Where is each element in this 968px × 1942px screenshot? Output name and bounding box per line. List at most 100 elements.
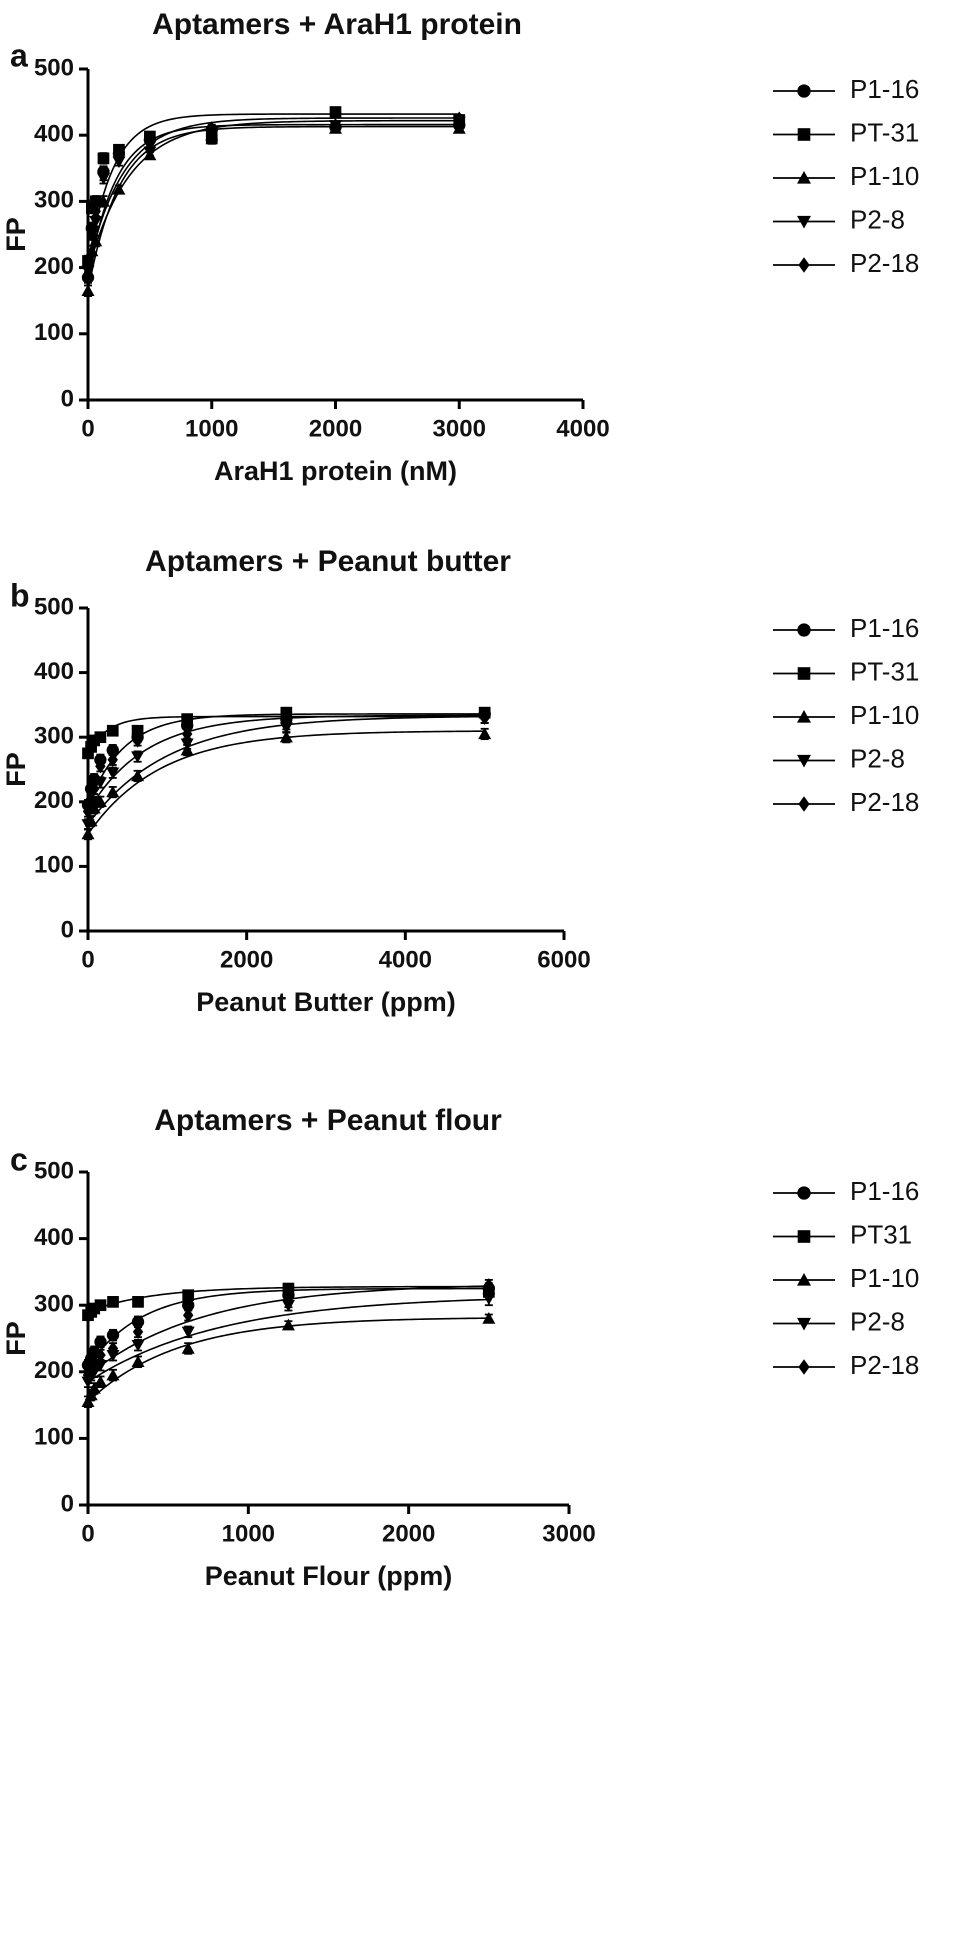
- legend-label: P1-10: [850, 700, 919, 730]
- data-point: [87, 1381, 101, 1394]
- data-point: [144, 130, 156, 143]
- data-point: [95, 1348, 106, 1363]
- fit-curve: [87, 730, 485, 835]
- legend-marker: [797, 710, 811, 723]
- legend-label: P1-10: [850, 161, 919, 191]
- y-tick-label: 400: [34, 658, 74, 685]
- data-point: [180, 738, 194, 751]
- chart-title: Aptamers + Peanut butter: [145, 545, 511, 578]
- data-point: [282, 1282, 295, 1295]
- data-point: [94, 1375, 108, 1387]
- fit-curve: [87, 117, 460, 268]
- panel-letter: b: [10, 577, 30, 613]
- data-point: [88, 781, 100, 797]
- y-tick-label: 500: [34, 1157, 74, 1184]
- x-tick-label: 3000: [542, 1520, 595, 1547]
- y-tick-label: 400: [34, 121, 74, 148]
- data-point: [106, 1328, 120, 1342]
- legend-marker: [797, 84, 811, 98]
- data-point: [478, 727, 492, 740]
- x-axis-label: Peanut Flour (ppm): [205, 1561, 452, 1591]
- fit-curve: [87, 119, 460, 272]
- data-point: [106, 724, 119, 737]
- data-point: [330, 118, 341, 133]
- legend-label: PT-31: [850, 117, 919, 147]
- legend-marker: [798, 1359, 810, 1375]
- legend-label: P2-18: [850, 1350, 919, 1380]
- data-point: [95, 759, 106, 774]
- fit-curve: [87, 125, 460, 291]
- data-point: [106, 767, 120, 780]
- x-tick-label: 3000: [433, 415, 486, 442]
- data-point: [86, 202, 98, 214]
- data-point: [96, 194, 110, 207]
- panel-letter: c: [10, 1141, 28, 1177]
- legend-marker: [797, 1230, 811, 1243]
- data-point: [144, 141, 156, 156]
- x-tick-label: 2000: [382, 1520, 435, 1547]
- data-point: [94, 731, 107, 744]
- legend-marker: [797, 1317, 811, 1331]
- data-point: [182, 1289, 195, 1302]
- data-point: [131, 769, 145, 782]
- data-point: [131, 1355, 145, 1368]
- legend-marker: [797, 754, 811, 768]
- data-point: [279, 730, 293, 743]
- data-point: [206, 121, 217, 136]
- y-tick-label: 200: [34, 787, 74, 814]
- y-tick-label: 100: [34, 1424, 74, 1451]
- data-point: [88, 734, 101, 747]
- y-tick-label: 500: [34, 54, 74, 81]
- data-point: [181, 1326, 195, 1339]
- data-point: [329, 106, 342, 118]
- data-point: [280, 706, 293, 719]
- y-tick-label: 300: [34, 1291, 74, 1318]
- chart-panel-b: Aptamers + Peanut butter b 0 100 200 300 400 50…: [1, 545, 919, 1017]
- y-tick-label: 300: [34, 187, 74, 214]
- data-point: [131, 751, 145, 764]
- data-point: [283, 1294, 294, 1310]
- y-tick-label: 0: [61, 385, 74, 412]
- y-tick-label: 200: [34, 253, 74, 280]
- x-tick-label: 0: [81, 946, 94, 973]
- data-point: [94, 1299, 107, 1312]
- data-point: [182, 1299, 195, 1312]
- x-tick-label: 1000: [222, 1520, 275, 1547]
- legend-marker: [797, 171, 811, 184]
- data-point: [479, 710, 490, 725]
- chart-panel-a: Aptamers + AraH1 protein a 0 100 200 300 400 50…: [1, 8, 919, 486]
- data-point: [88, 1302, 101, 1315]
- data-point: [181, 713, 194, 725]
- data-point: [89, 1354, 100, 1369]
- x-tick-label: 0: [81, 1520, 94, 1547]
- y-tick-label: 300: [34, 723, 74, 750]
- fit-curve: [87, 1317, 489, 1403]
- y-tick-label: 100: [34, 319, 74, 346]
- data-point: [81, 819, 95, 831]
- legend-label: P2-8: [850, 1306, 905, 1336]
- y-tick-label: 500: [34, 593, 74, 620]
- series-P2-18: [82, 1278, 495, 1383]
- legend-label: P1-16: [850, 1176, 919, 1206]
- x-tick-label: 2000: [220, 946, 273, 973]
- y-axis-label: FP: [1, 1321, 31, 1356]
- series-PT-31: [82, 106, 466, 268]
- data-point: [454, 111, 465, 126]
- data-point: [112, 182, 126, 195]
- data-point: [82, 804, 94, 819]
- data-point: [132, 1296, 144, 1308]
- legend-label: P2-18: [850, 248, 919, 278]
- fit-curve: [87, 1298, 489, 1383]
- fit-curve: [87, 113, 460, 265]
- data-point: [81, 284, 95, 296]
- data-point: [106, 1349, 120, 1362]
- y-tick-label: 400: [34, 1224, 74, 1251]
- data-point: [482, 1293, 496, 1306]
- series-P1-10: [81, 1312, 496, 1408]
- data-point: [131, 1315, 145, 1329]
- legend-label: P1-16: [850, 613, 919, 643]
- x-tick-label: 4000: [556, 415, 609, 442]
- legend-marker: [798, 796, 810, 812]
- fit-curve: [87, 123, 460, 278]
- data-point: [281, 717, 292, 732]
